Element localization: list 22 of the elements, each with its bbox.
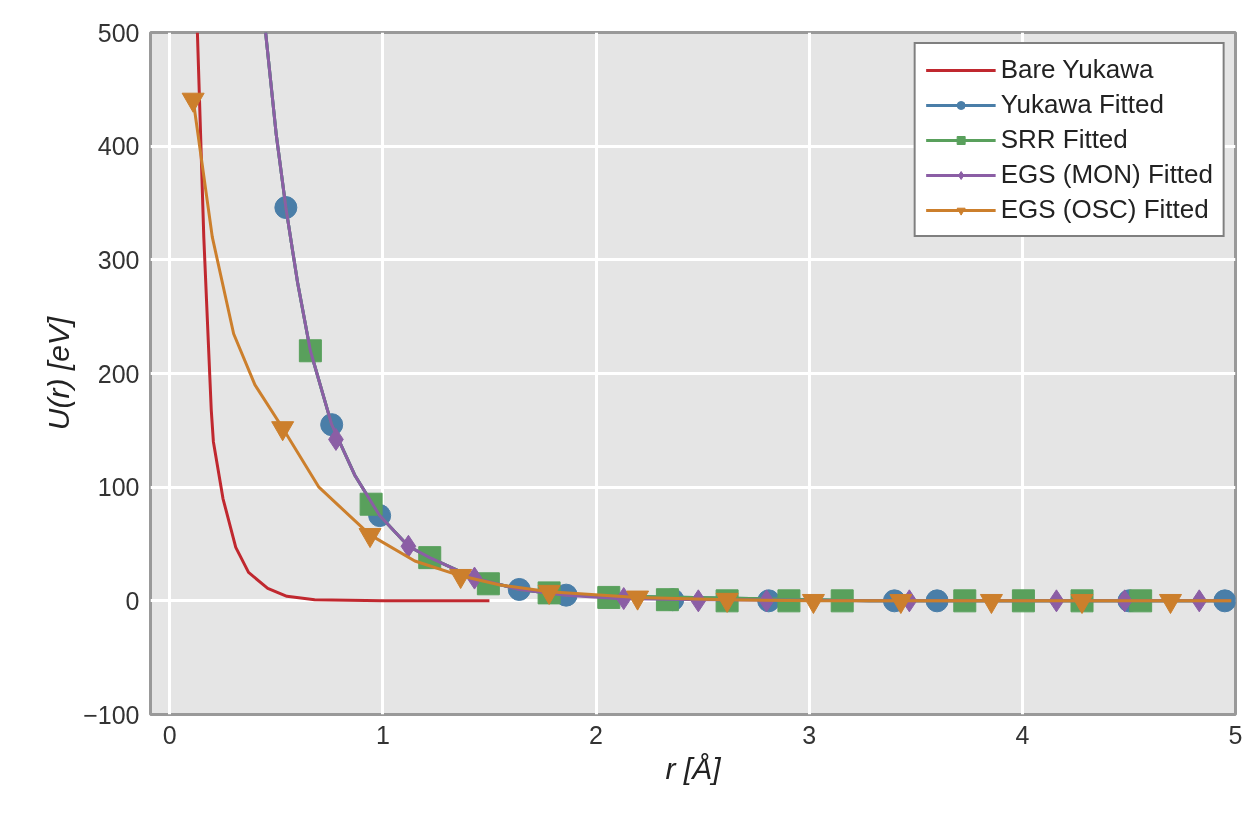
y-tick-label: 200 [97, 359, 140, 388]
y-axis-title: U(r) [eV] [42, 316, 76, 431]
y-tick-label: 0 [125, 586, 140, 615]
x-tick-label: 5 [1228, 720, 1243, 749]
y-tick-label: −100 [83, 700, 140, 729]
line-series [195, 32, 491, 603]
x-tick-label: 2 [589, 720, 603, 749]
x-tick-label: 3 [802, 720, 817, 749]
legend-label: EGS (OSC) Fitted [1000, 194, 1209, 225]
x-tick-label: 0 [162, 720, 177, 749]
legend-label: SRR Fitted [1000, 124, 1128, 155]
x-axis-title: r [Å] [665, 751, 722, 785]
y-tick-label: 500 [97, 18, 140, 47]
legend-label: Yukawa Fitted [1000, 89, 1164, 120]
legend-label: EGS (MON) Fitted [1000, 159, 1213, 190]
x-tick-label: 4 [1015, 720, 1030, 749]
legend-label: Bare Yukawa [1000, 54, 1154, 85]
y-tick-label: 300 [97, 245, 140, 274]
point [400, 534, 417, 558]
y-tick-label: 100 [97, 473, 140, 502]
x-tick-label: 1 [375, 720, 390, 749]
y-tick-label: 400 [97, 132, 140, 161]
